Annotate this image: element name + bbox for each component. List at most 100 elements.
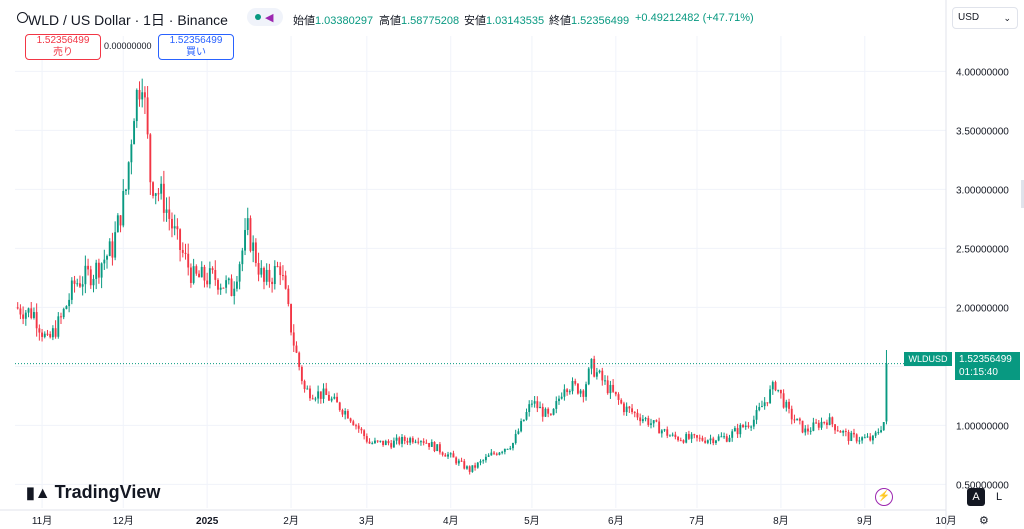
x-tick-label: 10月 — [935, 515, 956, 527]
candle — [203, 264, 206, 288]
candle — [558, 395, 560, 405]
candle-body — [198, 273, 200, 278]
candle — [679, 437, 682, 442]
candle — [782, 389, 785, 409]
candle — [392, 437, 395, 448]
candle-body — [430, 441, 433, 447]
candle-body — [793, 419, 796, 421]
candle-body — [81, 284, 84, 287]
time-axis[interactable]: 11月 12月 2025 2月 3月 4月 5月 6月 7月 8月 9月 10月 — [32, 515, 957, 527]
candle-body — [268, 269, 271, 282]
candle — [574, 378, 577, 386]
y-tick-label: 2.00000000 — [956, 303, 1009, 314]
candle-body — [24, 312, 27, 319]
candle — [874, 430, 877, 439]
tradingview-logo[interactable]: ▮▲ TradingView — [26, 482, 160, 503]
candle — [512, 442, 514, 451]
candle — [214, 260, 217, 286]
candle — [338, 401, 341, 412]
candle — [181, 242, 184, 258]
candle — [227, 277, 230, 285]
candle-body — [16, 307, 19, 309]
candle-body — [522, 419, 525, 422]
candle-body — [330, 398, 333, 401]
candle-body — [788, 401, 790, 409]
candle — [563, 384, 566, 401]
candle — [189, 263, 192, 288]
side-panel-handle[interactable] — [1021, 180, 1024, 208]
candle — [106, 254, 108, 269]
settings-icon[interactable]: ⚙ — [979, 515, 989, 527]
candle — [401, 434, 403, 448]
currency-select[interactable]: USD ⌄ — [952, 7, 1018, 29]
candle-body — [544, 408, 547, 417]
candle-body — [871, 435, 874, 441]
candle — [652, 420, 655, 428]
candle — [428, 442, 431, 450]
candle-body — [457, 460, 460, 464]
candle-body — [46, 333, 49, 335]
high-value: 1.58775208 — [401, 15, 460, 27]
sell-label: 売り — [53, 47, 73, 58]
candle — [217, 278, 219, 295]
candle-body — [227, 278, 230, 281]
candle-body — [520, 421, 523, 432]
candle-body — [376, 440, 379, 442]
candle — [141, 78, 144, 108]
candle-body — [295, 345, 298, 353]
candle-body — [563, 389, 566, 397]
auto-scale-button[interactable]: A — [967, 488, 985, 506]
candle — [233, 281, 236, 305]
candle — [390, 439, 393, 450]
candle-body — [769, 389, 772, 403]
candle — [100, 262, 103, 289]
market-status-badge[interactable] — [247, 8, 283, 26]
candle — [790, 405, 793, 425]
candle-body — [38, 328, 41, 333]
candle-body — [390, 443, 393, 448]
candle — [38, 324, 41, 341]
candle-body — [133, 121, 136, 145]
candle-body — [76, 283, 79, 285]
candle — [796, 418, 799, 421]
candle-body — [19, 308, 22, 315]
candle-body — [717, 436, 720, 441]
candle — [62, 307, 65, 320]
candle — [742, 423, 744, 429]
candle — [271, 277, 274, 293]
candle-body — [828, 417, 831, 425]
close-label: 終値 — [549, 15, 571, 27]
lightning-icon[interactable]: ⚡ — [875, 488, 893, 506]
sell-button[interactable]: 1.52356499 売り — [25, 34, 101, 60]
symbol-title[interactable]: WLD / US Dollar · 1日 · Binance — [28, 12, 228, 28]
candle-body — [263, 267, 265, 282]
candle — [744, 421, 747, 430]
candle-body — [698, 437, 701, 439]
coin-icon — [17, 12, 28, 23]
candle-body — [617, 394, 620, 400]
candle — [425, 439, 428, 444]
share-icon[interactable]: ◀ — [265, 12, 274, 24]
candle — [774, 380, 777, 392]
candle-body — [238, 264, 241, 282]
candle — [84, 255, 87, 294]
candle-body — [723, 436, 726, 438]
candle — [246, 207, 249, 236]
candle — [882, 422, 885, 431]
log-scale-button[interactable]: L — [995, 491, 1003, 503]
candle — [420, 440, 422, 446]
y-tick-label: 0.50000000 — [956, 480, 1009, 491]
candle-body — [425, 442, 428, 444]
candle — [633, 411, 636, 418]
candle — [869, 433, 872, 442]
candle-body — [812, 422, 815, 431]
buy-button[interactable]: 1.52356499 買い — [158, 34, 234, 60]
candle-body — [579, 390, 582, 394]
candle-body — [344, 411, 347, 415]
candle — [666, 426, 669, 439]
price-axis[interactable]: 0.500000001.000000001.500000002.00000000… — [956, 67, 1009, 491]
candle — [244, 218, 246, 256]
candle-body — [530, 403, 533, 405]
candle — [582, 389, 585, 403]
